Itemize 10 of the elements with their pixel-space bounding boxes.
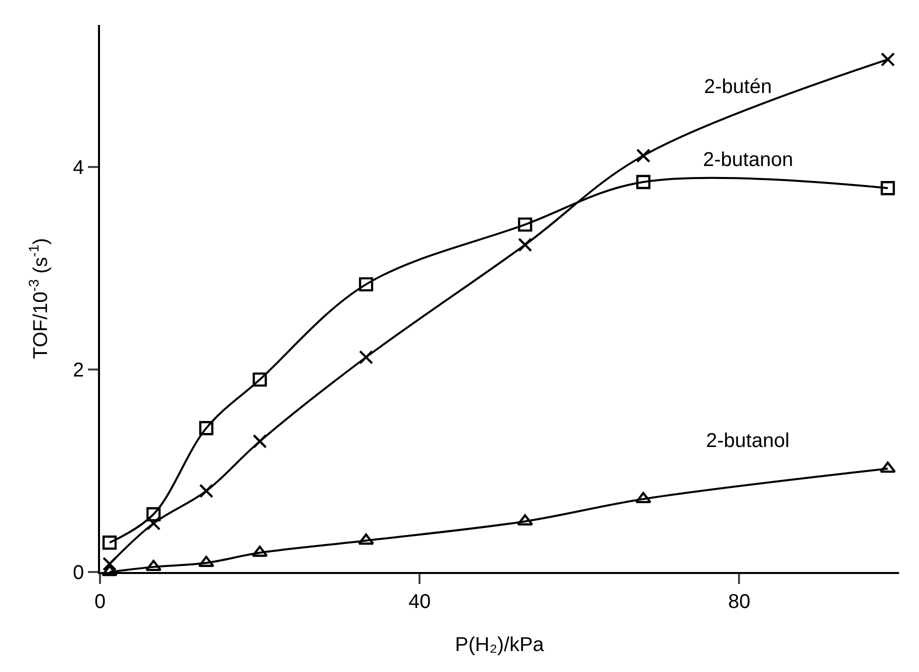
x-tick-label: 40 (408, 591, 431, 613)
series-label: 2-butanon (703, 149, 794, 171)
y-tick-label: 0 (72, 562, 84, 584)
y-tick-label: 4 (72, 156, 84, 179)
x-axis-title: P(H₂)/kPa (455, 634, 545, 656)
y-tick-label: 2 (72, 359, 84, 382)
x-tick-label: 80 (728, 591, 750, 613)
series-label: 2-butanol (706, 430, 790, 452)
series-label: 2-butén (704, 76, 772, 98)
x-tick-label: 0 (94, 591, 106, 613)
